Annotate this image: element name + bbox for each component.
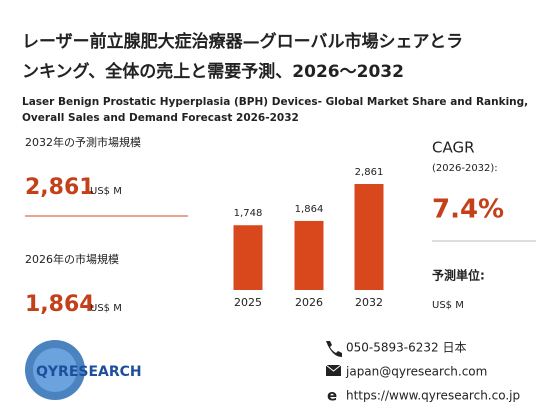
svg-text:e: e: [327, 387, 337, 405]
bar-chart: 1,748 2025 1,864 2026 2,861 2032: [233, 167, 384, 309]
logo: QYRESEARCH: [25, 340, 142, 400]
stat-label: 2032年の予測市場規模: [25, 135, 141, 149]
value-label: 1,748: [234, 208, 263, 219]
stat-value: 1,864: [25, 292, 95, 317]
stat-value: 2,861: [25, 175, 95, 200]
title: レーザー前立腺肥大症治療器—グローバル市場シェアとラ: [22, 31, 463, 52]
unit-value: US$ M: [432, 300, 464, 311]
unit-label: 予測単位:: [432, 268, 485, 283]
stat-unit: US$ M: [90, 303, 122, 314]
title: ンキング、全体の売上と需要予測、2026～2032: [22, 61, 404, 82]
cagr-label: CAGR: [432, 139, 475, 157]
bar: [233, 225, 263, 290]
value-label: 2,861: [355, 167, 384, 178]
phone: 050-5893-6232 日本: [346, 341, 466, 355]
subtitle: Overall Sales and Demand Forecast 2026-2…: [22, 112, 299, 124]
value-label: 1,864: [295, 204, 324, 215]
logo-text: QYRESEARCH: [36, 364, 142, 380]
category-label: 2032: [355, 296, 383, 309]
category-label: 2026: [295, 296, 323, 309]
category-label: 2025: [234, 296, 262, 309]
website[interactable]: https://www.qyresearch.co.jp: [346, 389, 520, 403]
cagr-value: 7.4%: [432, 195, 504, 225]
cagr-period: (2026-2032):: [432, 163, 498, 174]
stat-unit: US$ M: [90, 186, 122, 197]
bar: [294, 220, 324, 290]
email: japan@qyresearch.com: [345, 365, 487, 379]
stat-label: 2026年の市場規模: [25, 252, 119, 266]
bar: [354, 184, 384, 290]
subtitle: Laser Benign Prostatic Hyperplasia (BPH)…: [22, 96, 528, 108]
phone-icon: [326, 341, 342, 357]
web-icon: e: [327, 387, 337, 405]
mail-icon: [325, 364, 342, 376]
